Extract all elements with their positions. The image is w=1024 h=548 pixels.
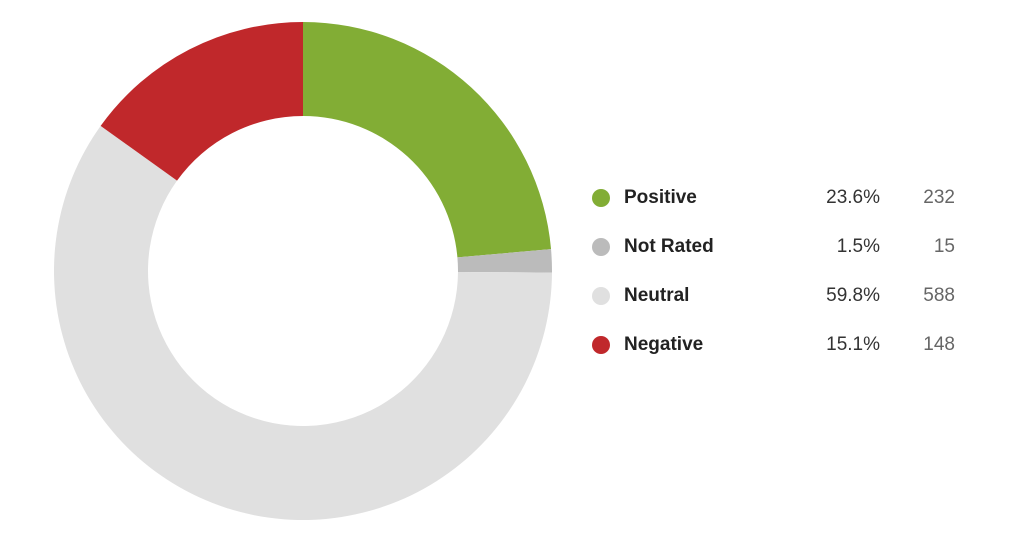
donut-segment xyxy=(457,249,552,273)
legend-label: Neutral xyxy=(624,285,689,306)
legend-marker xyxy=(592,189,610,207)
legend-label: Negative xyxy=(624,334,703,355)
donut-segment xyxy=(53,125,552,521)
percent-label: 59.8% xyxy=(826,285,880,306)
percent-label: 15.1% xyxy=(826,334,880,355)
count-label: 15 xyxy=(934,236,955,257)
legend-marker xyxy=(592,336,610,354)
count-label: 148 xyxy=(923,334,955,355)
count-label: 588 xyxy=(923,285,955,306)
percent-label: 23.6% xyxy=(826,187,880,208)
donut-segment xyxy=(303,22,552,258)
legend-marker xyxy=(592,287,610,305)
donut-segment xyxy=(100,21,303,181)
legend-marker xyxy=(592,238,610,256)
percent-label: 1.5% xyxy=(837,236,880,257)
legend-label: Not Rated xyxy=(624,236,714,257)
count-label: 232 xyxy=(923,187,955,208)
legend-label: Positive xyxy=(624,187,697,208)
